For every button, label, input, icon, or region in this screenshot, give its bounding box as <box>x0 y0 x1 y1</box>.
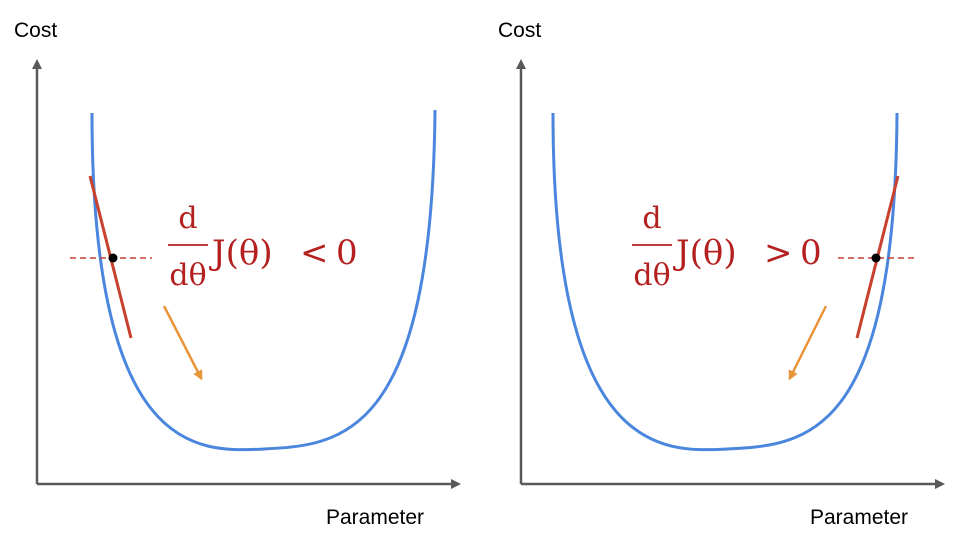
left-current-point <box>108 253 118 263</box>
right-derivative-formula: d dθ J(θ) > 0 <box>632 201 822 293</box>
left-formula-numerator: d <box>178 201 197 236</box>
right-panel: Cost Parameter d dθ J(θ) > 0 <box>498 19 945 529</box>
left-step-arrow <box>162 305 203 381</box>
right-formula-value: 0 <box>800 233 822 273</box>
left-cost-curve <box>90 109 437 452</box>
left-formula-denominator: dθ <box>169 258 206 293</box>
left-y-axis-label: Cost <box>14 19 57 42</box>
left-panel: Cost Parameter d dθ J(θ) < 0 <box>14 19 461 529</box>
left-formula-function: J(θ) <box>209 233 273 273</box>
left-derivative-formula: d dθ J(θ) < 0 <box>168 201 358 293</box>
right-formula-function: J(θ) <box>673 233 737 273</box>
left-formula-relation: < <box>300 233 329 273</box>
right-cost-curve <box>551 112 899 452</box>
right-formula-numerator: d <box>642 201 661 236</box>
right-y-axis-label: Cost <box>498 19 541 42</box>
right-formula-denominator: dθ <box>633 258 670 293</box>
left-x-axis-label: Parameter <box>326 506 424 529</box>
right-current-point <box>871 253 881 263</box>
left-formula-value: 0 <box>336 233 358 273</box>
right-x-axis-label: Parameter <box>810 506 908 529</box>
right-formula-relation: > <box>764 233 793 273</box>
right-step-arrow <box>788 305 828 381</box>
